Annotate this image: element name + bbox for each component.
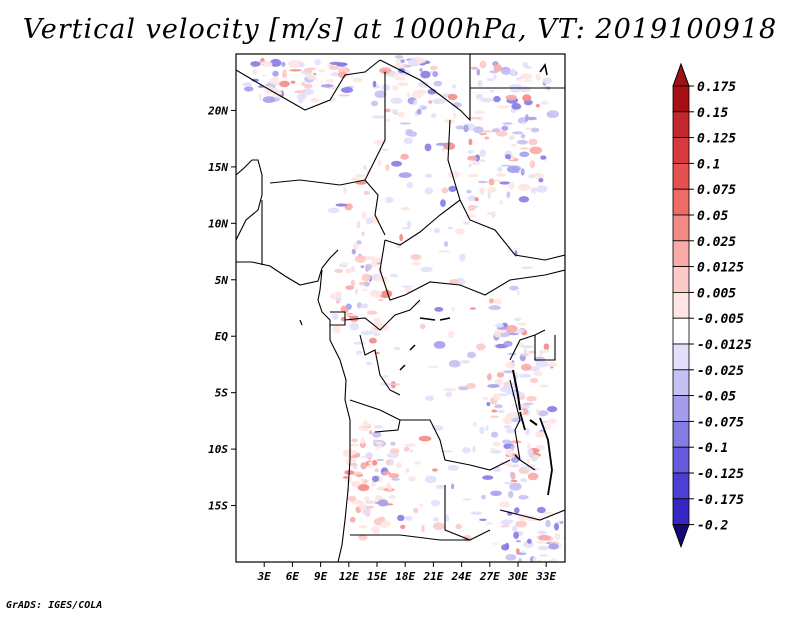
lon-tick-label: 18E: [395, 570, 415, 583]
colorbar-label: -0.1: [697, 441, 728, 456]
velocity-field: [236, 54, 565, 562]
lat-tick-label: EQ: [215, 330, 229, 343]
colorbar-label: 0.15: [697, 106, 728, 121]
lat-tick-label: 15S: [208, 500, 228, 513]
colorbar-label: -0.05: [697, 390, 736, 405]
colorbar-swatch: [672, 446, 690, 474]
lon-tick-label: 3E: [257, 570, 272, 583]
lon-tick-label: 15E: [367, 570, 387, 583]
lat-tick-label: 10S: [208, 443, 228, 456]
colorbar-bottom-arrow: [672, 524, 690, 549]
colorbar-swatch: [672, 343, 690, 371]
lat-tick-label: 5S: [215, 387, 229, 400]
colorbar-swatch: [672, 291, 690, 319]
colorbar-label: -0.2: [697, 519, 728, 534]
colorbar-swatch: [672, 317, 690, 345]
colorbar-label: -0.005: [697, 312, 744, 327]
colorbar-label: 0.025: [697, 235, 736, 250]
colorbar-label: -0.125: [697, 467, 744, 482]
lon-tick-label: 24E: [451, 570, 472, 583]
lat-tick-label: 5N: [215, 274, 229, 287]
colorbar-label: 0.0125: [697, 261, 744, 276]
country-borders: [236, 54, 565, 562]
lon-tick-label: 33E: [535, 570, 556, 583]
colorbar-label: 0.075: [697, 183, 736, 198]
colorbar-swatch: [672, 266, 690, 293]
map-frame: [235, 53, 566, 563]
colorbar-swatch: [672, 395, 690, 422]
colorbar-swatch: [672, 369, 690, 396]
colorbar-swatch: [672, 137, 690, 164]
lon-tick-label: 9E: [314, 570, 328, 583]
lon-tick-label: 6E: [286, 570, 300, 583]
colorbar-label: 0.125: [697, 132, 736, 147]
colorbar-swatch: [672, 162, 690, 190]
colorbar-label: -0.025: [697, 364, 744, 379]
colorbar: 0.175 0.15 0.125 0.1 0.075 0.05 0.025 0.0125 0.0…: [672, 62, 752, 549]
lon-tick-label: 21E: [422, 570, 443, 583]
colorbar-label: -0.0125: [697, 338, 752, 353]
latitude-axis: 20N 15N 10N 5N EQ 5S 10S 15S: [207, 104, 236, 513]
colorbar-swatch: [672, 472, 690, 500]
lat-tick-label: 20N: [207, 104, 228, 117]
colorbar-top-arrow: [672, 62, 690, 87]
longitude-axis: 3E 6E 9E 12E 15E 18E 21E 24E 27E 30E 33E: [257, 562, 557, 583]
colorbar-swatch: [672, 188, 690, 216]
colorbar-label: 0.005: [697, 286, 736, 301]
lon-tick-label: 30E: [507, 570, 528, 583]
lat-tick-label: 10N: [208, 217, 228, 230]
colorbar-swatch: [672, 240, 690, 268]
colorbar-label: 0.175: [697, 80, 736, 95]
colorbar-label: -0.075: [697, 415, 744, 430]
colorbar-swatch: [672, 498, 690, 525]
colorbar-label: 0.1: [697, 157, 720, 172]
lon-tick-label: 27E: [479, 570, 500, 583]
map-title: Vertical velocity [m/s] at 1000hPa, VT: …: [22, 14, 778, 45]
lon-tick-label: 12E: [339, 570, 359, 583]
colorbar-label: 0.05: [697, 209, 728, 224]
colorbar-swatch: [672, 85, 690, 113]
colorbar-label: -0.175: [697, 493, 744, 508]
lat-tick-label: 15N: [208, 161, 228, 174]
grads-credit: GrADS: IGES/COLA: [6, 600, 103, 611]
colorbar-swatch: [672, 111, 690, 139]
colorbar-swatch: [672, 420, 690, 448]
colorbar-swatch: [672, 214, 690, 242]
